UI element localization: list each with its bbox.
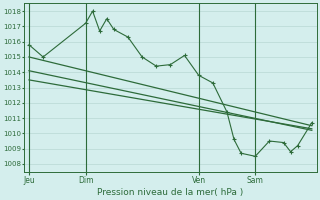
X-axis label: Pression niveau de la mer( hPa ): Pression niveau de la mer( hPa )	[97, 188, 244, 197]
